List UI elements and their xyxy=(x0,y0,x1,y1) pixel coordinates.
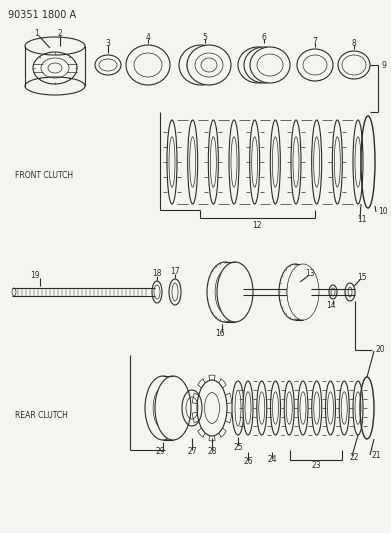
Ellipse shape xyxy=(312,120,322,204)
Ellipse shape xyxy=(332,120,343,204)
Ellipse shape xyxy=(217,262,253,322)
Ellipse shape xyxy=(325,381,335,435)
Text: 5: 5 xyxy=(203,33,208,42)
Ellipse shape xyxy=(155,376,191,440)
Ellipse shape xyxy=(312,381,322,435)
Text: 14: 14 xyxy=(326,302,336,311)
Text: 2: 2 xyxy=(57,29,63,38)
Text: 26: 26 xyxy=(243,457,253,466)
Text: 6: 6 xyxy=(262,33,266,42)
Ellipse shape xyxy=(353,381,363,435)
Text: 10: 10 xyxy=(378,207,387,216)
Text: 17: 17 xyxy=(170,268,180,277)
Text: 24: 24 xyxy=(267,456,277,464)
Text: 9: 9 xyxy=(381,61,386,69)
Text: 1: 1 xyxy=(35,29,39,38)
Ellipse shape xyxy=(250,47,290,83)
Text: 25: 25 xyxy=(233,442,243,451)
Ellipse shape xyxy=(287,264,319,320)
Text: 19: 19 xyxy=(30,271,40,280)
Text: REAR CLUTCH: REAR CLUTCH xyxy=(15,410,68,419)
Text: 23: 23 xyxy=(311,462,321,471)
Text: 12: 12 xyxy=(252,221,262,230)
Text: 90351 1800 A: 90351 1800 A xyxy=(8,10,76,20)
Ellipse shape xyxy=(284,381,294,435)
Ellipse shape xyxy=(271,381,280,435)
Text: 18: 18 xyxy=(152,270,162,279)
Text: 13: 13 xyxy=(305,270,315,279)
Ellipse shape xyxy=(232,381,244,435)
Ellipse shape xyxy=(270,120,280,204)
Text: 16: 16 xyxy=(215,329,225,338)
Text: 8: 8 xyxy=(352,38,356,47)
Text: 22: 22 xyxy=(349,454,359,463)
Ellipse shape xyxy=(353,120,363,204)
Text: 28: 28 xyxy=(207,448,217,456)
Ellipse shape xyxy=(167,120,177,204)
Ellipse shape xyxy=(188,120,198,204)
Text: 15: 15 xyxy=(357,273,367,282)
Ellipse shape xyxy=(257,381,267,435)
Ellipse shape xyxy=(339,381,349,435)
Ellipse shape xyxy=(250,120,260,204)
Text: 27: 27 xyxy=(187,448,197,456)
Ellipse shape xyxy=(187,45,231,85)
Text: 29: 29 xyxy=(155,448,165,456)
Ellipse shape xyxy=(208,120,218,204)
Ellipse shape xyxy=(244,47,284,83)
Ellipse shape xyxy=(243,381,253,435)
Text: 11: 11 xyxy=(357,215,367,224)
Text: 4: 4 xyxy=(145,33,151,42)
Ellipse shape xyxy=(229,120,239,204)
Text: 21: 21 xyxy=(372,450,382,459)
Ellipse shape xyxy=(291,120,301,204)
Ellipse shape xyxy=(298,381,308,435)
Text: 3: 3 xyxy=(106,38,110,47)
Text: 7: 7 xyxy=(312,36,317,45)
Text: 20: 20 xyxy=(376,345,386,354)
Text: FRONT CLUTCH: FRONT CLUTCH xyxy=(15,171,73,180)
